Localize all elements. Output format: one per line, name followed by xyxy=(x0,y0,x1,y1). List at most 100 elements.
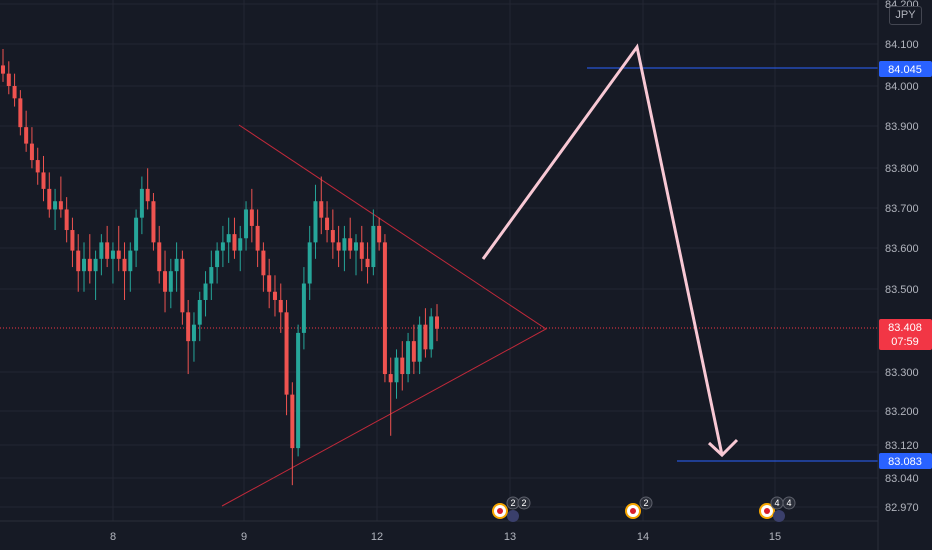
time-tick-label: 14 xyxy=(637,531,649,543)
candle-body xyxy=(203,283,208,300)
currency-label[interactable]: JPY xyxy=(889,6,922,25)
candle-body xyxy=(105,242,110,259)
candle-body xyxy=(296,332,301,449)
candle-body xyxy=(417,324,422,362)
current-price-badge: 83.408 07:59 xyxy=(879,319,932,350)
candle-body xyxy=(58,201,63,210)
event-count: 4 xyxy=(774,498,779,508)
candle-body xyxy=(382,242,387,375)
price-tick-label: 82.970 xyxy=(885,502,919,514)
candle-body xyxy=(47,188,52,210)
candle-body xyxy=(325,217,330,231)
candle-body xyxy=(359,242,364,259)
eu-flag-icon xyxy=(773,510,785,522)
candle-body xyxy=(226,234,231,243)
event-count: 2 xyxy=(643,498,648,508)
candle-body xyxy=(134,217,139,251)
candle-body xyxy=(365,258,370,268)
price-tick-label: 83.120 xyxy=(885,440,919,452)
candle-body xyxy=(348,238,353,251)
candle-body xyxy=(394,357,399,383)
candle-body xyxy=(388,374,393,383)
level-label-lower: 83.083 xyxy=(879,453,932,469)
candle-body xyxy=(122,258,127,272)
candle-body xyxy=(244,209,249,239)
japan-flag-icon xyxy=(630,508,636,514)
economic-event-2[interactable]: 2 xyxy=(625,496,653,519)
price-tick-label: 83.300 xyxy=(885,367,919,379)
time-tick-label: 9 xyxy=(241,531,247,543)
candle-body xyxy=(18,98,23,128)
candle-body xyxy=(342,238,347,251)
price-tick-label: 83.600 xyxy=(885,243,919,255)
japan-flag-icon xyxy=(764,508,770,514)
price-tick-label: 84.000 xyxy=(885,81,919,93)
candle-body xyxy=(6,73,11,86)
candle-body xyxy=(423,324,428,350)
current-price-value: 83.408 xyxy=(888,322,922,334)
candle-body xyxy=(70,230,75,251)
price-tick-label: 83.700 xyxy=(885,203,919,215)
candle-body xyxy=(139,188,144,218)
candle-body xyxy=(255,225,260,251)
candle-body xyxy=(53,201,58,210)
candle-body xyxy=(313,201,318,243)
candle-body xyxy=(64,209,69,231)
candle-body xyxy=(319,201,324,218)
candle-body xyxy=(29,143,34,161)
level-label-upper: 84.045 xyxy=(879,61,932,77)
candle-body xyxy=(400,357,405,375)
candle-body xyxy=(191,324,196,342)
candle-body xyxy=(238,238,243,251)
triangle-pattern[interactable] xyxy=(221,124,547,507)
candle-body xyxy=(267,275,272,292)
candle-body xyxy=(209,267,214,284)
candle-body xyxy=(232,234,237,251)
candle-body xyxy=(215,250,220,268)
candle-body xyxy=(41,172,46,189)
time-tick-label: 15 xyxy=(769,531,781,543)
candle-body xyxy=(272,291,277,300)
candle-body xyxy=(87,258,92,272)
economic-event-1[interactable]: 2 2 xyxy=(492,496,531,522)
time-tick-label: 8 xyxy=(110,531,116,543)
bar-countdown: 07:59 xyxy=(891,336,919,348)
candle-body xyxy=(186,312,191,342)
time-tick-label: 12 xyxy=(371,531,383,543)
time-axis[interactable]: 8 9 12 13 14 15 xyxy=(0,520,878,543)
candle-body xyxy=(116,250,121,259)
candle-body xyxy=(290,394,295,449)
candle-body xyxy=(435,316,439,329)
candle-body xyxy=(93,258,98,272)
candle-body xyxy=(168,271,173,292)
candle-body xyxy=(99,242,104,259)
projection-arrow[interactable] xyxy=(481,43,739,458)
event-count: 2 xyxy=(521,498,526,508)
candle-body xyxy=(307,242,312,284)
candle-body xyxy=(377,225,382,243)
candle-body xyxy=(151,201,156,243)
price-tick-label: 84.100 xyxy=(885,39,919,51)
candle-body xyxy=(411,341,416,362)
candle-body xyxy=(301,283,306,333)
candle-body xyxy=(24,127,29,144)
candle-body xyxy=(12,86,17,99)
candle-body xyxy=(180,258,185,313)
chart-drawings xyxy=(0,67,878,507)
price-tick-label: 83.500 xyxy=(885,284,919,296)
candle-body xyxy=(197,299,202,325)
price-tick-label: 83.900 xyxy=(885,121,919,133)
candle-body xyxy=(174,258,179,272)
candle-body xyxy=(336,242,341,251)
candle-body xyxy=(157,242,162,272)
candle-body xyxy=(1,65,5,74)
event-count: 2 xyxy=(510,498,515,508)
economic-event-3[interactable]: 4 4 xyxy=(759,496,796,522)
candle-body xyxy=(406,341,411,375)
price-tick-label: 83.200 xyxy=(885,406,919,418)
time-tick-label: 13 xyxy=(504,531,516,543)
candle-body xyxy=(284,312,289,395)
candle-body xyxy=(371,225,376,268)
candle-body xyxy=(76,250,81,272)
